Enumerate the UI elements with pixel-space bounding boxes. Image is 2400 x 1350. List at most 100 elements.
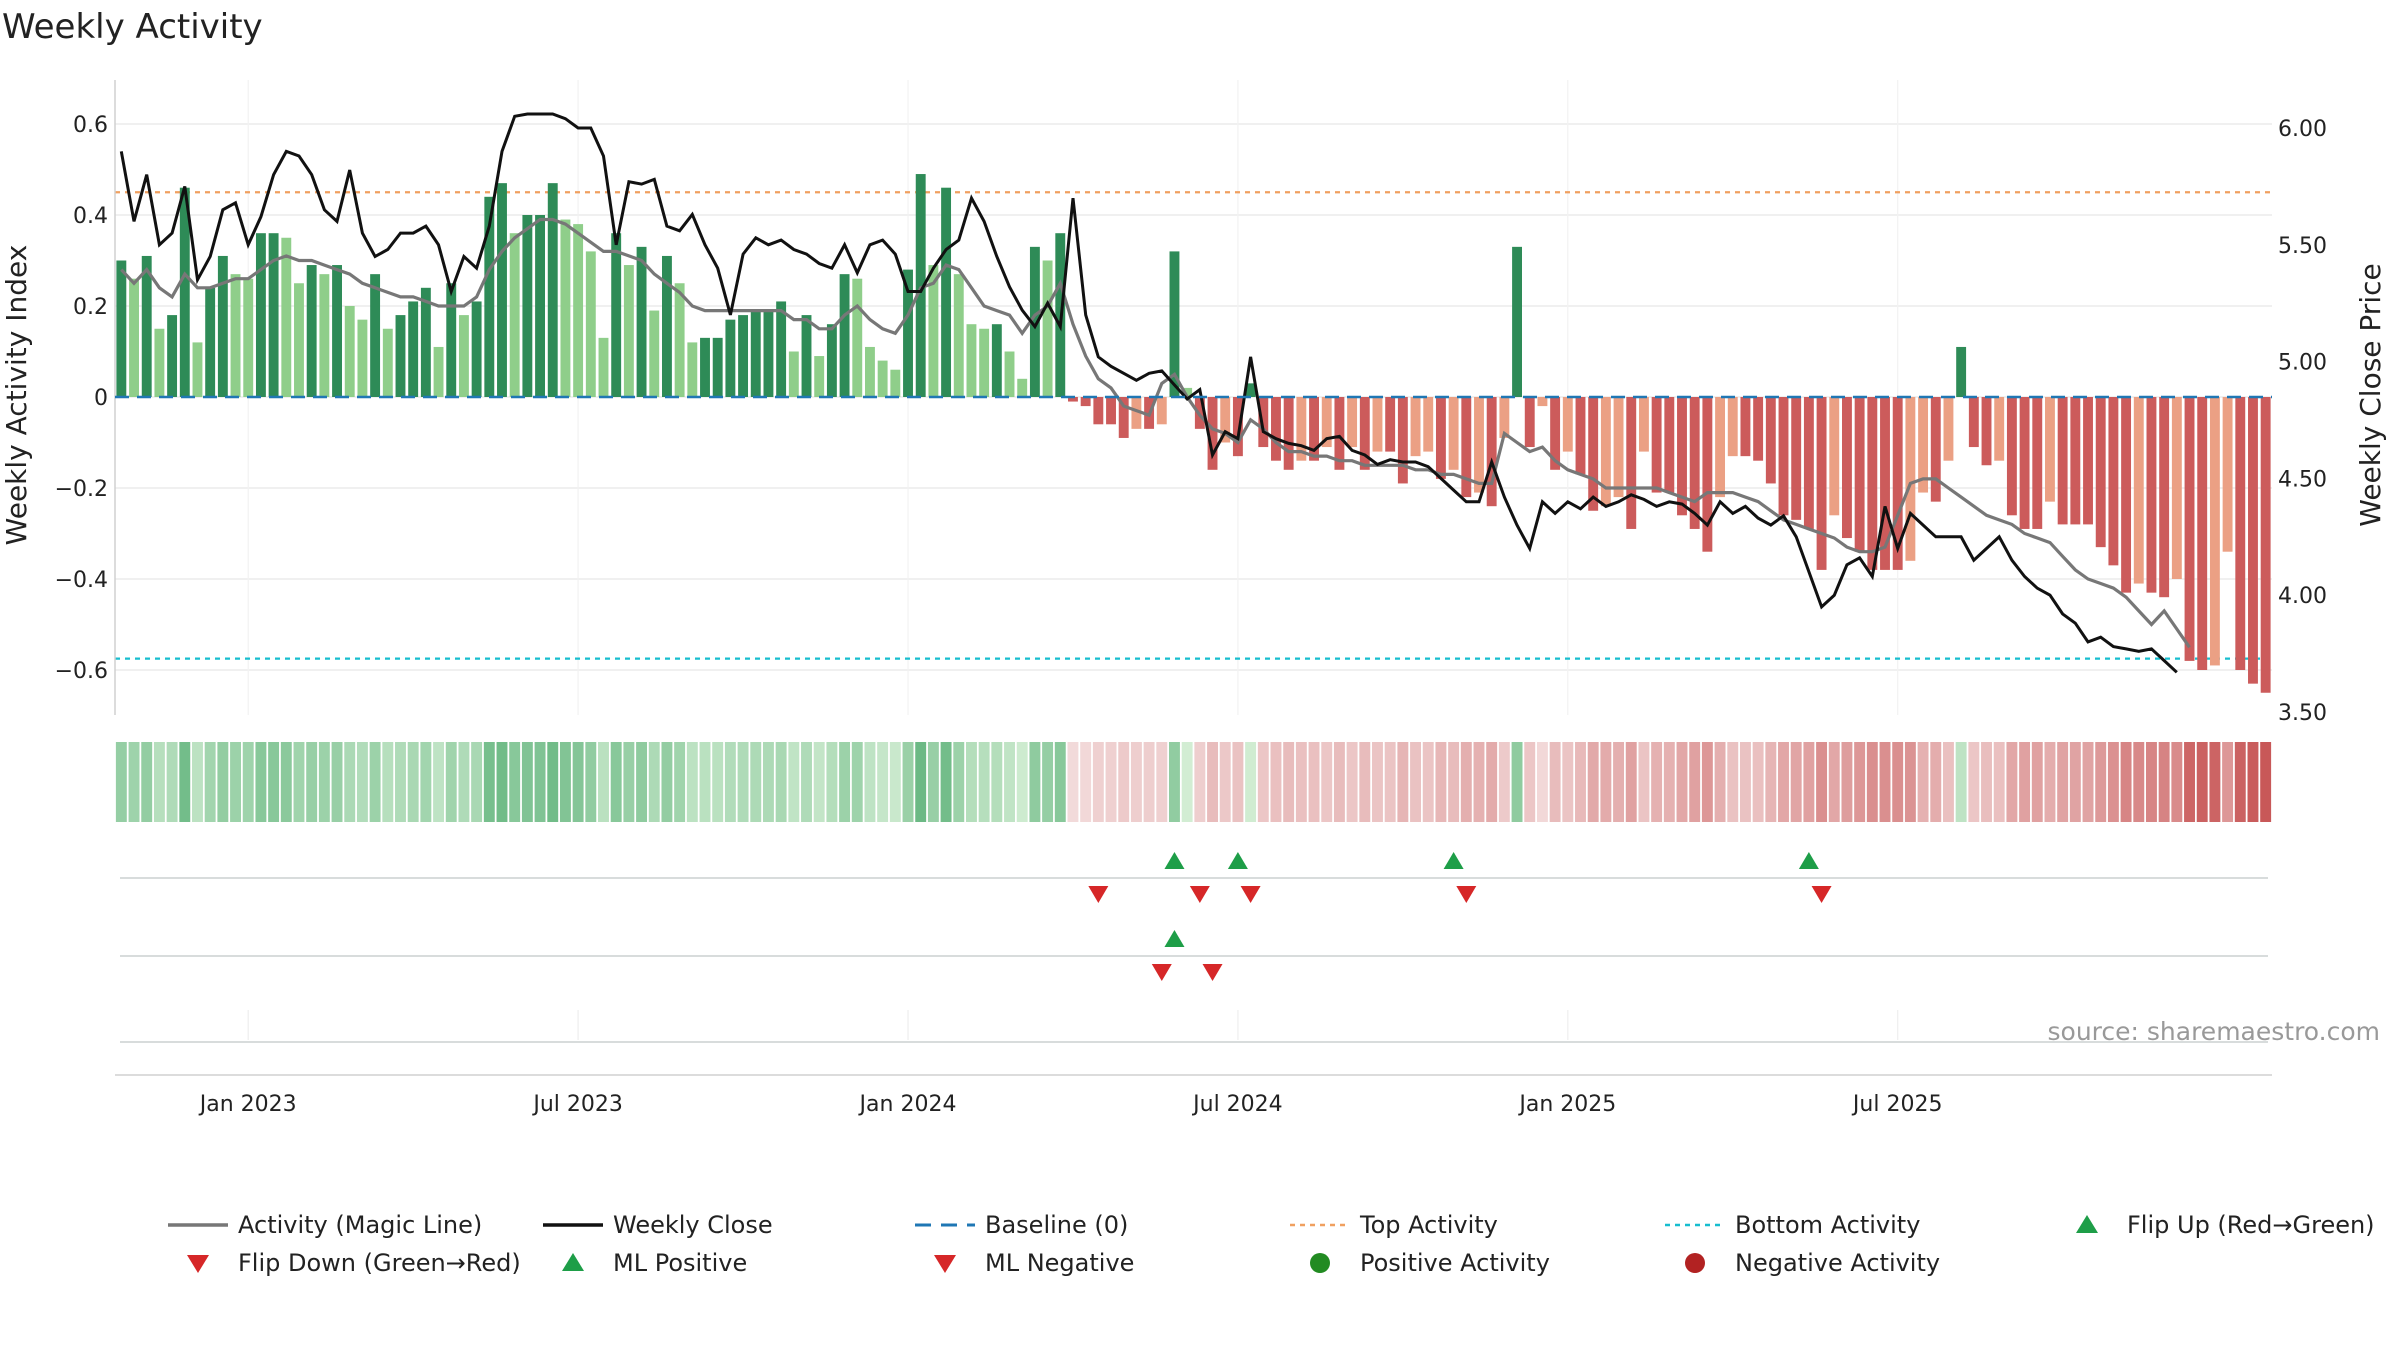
activity-bar xyxy=(2095,397,2106,548)
strip-cell xyxy=(2247,742,2259,822)
strip-cell xyxy=(128,742,140,822)
strip-cell xyxy=(483,742,495,822)
activity-bar xyxy=(433,346,444,397)
strip-cell xyxy=(839,742,851,822)
activity-bar xyxy=(1651,397,1662,493)
legend-label: Flip Down (Green→Red) xyxy=(238,1249,521,1277)
activity-bar xyxy=(788,351,799,397)
strip-cell xyxy=(1333,742,1345,822)
strip-cell xyxy=(1904,742,1916,822)
activity-bar xyxy=(268,233,279,397)
strip-cell xyxy=(915,742,927,822)
strip-cell xyxy=(153,742,165,822)
activity-bar xyxy=(1309,397,1319,461)
strip-cell xyxy=(1854,742,1866,822)
activity-bar xyxy=(839,274,850,397)
activity-bar xyxy=(1829,397,1840,516)
activity-bar xyxy=(1004,351,1015,397)
activity-bar xyxy=(953,274,964,397)
activity-bar xyxy=(2197,397,2208,670)
strip-cell xyxy=(1765,742,1777,822)
activity-bar xyxy=(167,315,178,397)
strip-cell xyxy=(1105,742,1117,822)
strip-cell xyxy=(572,742,584,822)
strip-cell xyxy=(2260,742,2272,822)
activity-bar xyxy=(484,196,495,397)
activity-bar xyxy=(1702,397,1713,552)
strip-cell xyxy=(344,742,356,822)
strip-cell xyxy=(458,742,470,822)
activity-bar xyxy=(1461,397,1472,498)
activity-bar xyxy=(1029,246,1040,397)
flip-up-marker xyxy=(1443,852,1464,869)
strip-cell xyxy=(1410,742,1421,822)
activity-bar xyxy=(1740,397,1751,457)
activity-bar xyxy=(332,265,342,397)
strip-cell xyxy=(1917,742,1929,822)
strip-cell xyxy=(1892,742,1904,822)
activity-bar xyxy=(408,301,419,397)
strip-cell xyxy=(1828,742,1840,822)
activity-bar xyxy=(1791,397,1802,520)
series-lines xyxy=(119,112,2191,674)
activity-bar xyxy=(458,315,469,397)
activity-bar xyxy=(1283,397,1294,470)
strip-cell xyxy=(889,742,901,822)
activity-bar xyxy=(1017,378,1028,397)
strip-cell xyxy=(1130,742,1142,822)
strip-cell xyxy=(1143,742,1155,822)
strip-cell xyxy=(1042,742,1054,822)
strip-cell xyxy=(1879,742,1891,822)
legend: Activity (Magic Line) Weekly Close Baselin… xyxy=(168,1211,2375,1277)
strip-cell xyxy=(1346,742,1358,822)
activity-bar xyxy=(1296,397,1307,461)
activity-bar xyxy=(1486,397,1497,507)
activity-bar xyxy=(1537,397,1548,407)
strip-cell xyxy=(1219,742,1231,822)
ml-positive-marker xyxy=(1164,930,1185,947)
activity-bar xyxy=(370,274,381,397)
strip-cell xyxy=(471,742,483,822)
activity-bar xyxy=(1182,387,1193,397)
activity-bar xyxy=(129,278,139,397)
strip-cell xyxy=(1372,742,1383,822)
strip-cell xyxy=(1181,742,1193,822)
strip-cell xyxy=(1981,742,1992,822)
activity-bar xyxy=(611,233,622,397)
y2-tick-label: 3.50 xyxy=(2278,701,2327,726)
strip-cell xyxy=(433,742,445,822)
activity-bar xyxy=(1435,397,1446,479)
strip-cell xyxy=(1638,742,1650,822)
activity-bar xyxy=(1258,397,1269,448)
activity-bar xyxy=(1943,397,1954,461)
flip-down-marker xyxy=(1811,886,1832,903)
y-tick-label: −0.6 xyxy=(55,659,108,684)
legend-swatch xyxy=(1310,1253,1330,1273)
strip-cell xyxy=(1625,742,1637,822)
strip-cell xyxy=(686,742,698,822)
activity-bar xyxy=(801,315,812,397)
strip-cell xyxy=(1955,742,1967,822)
activity-bar xyxy=(966,324,977,397)
activity-bar xyxy=(382,328,393,397)
activity-bar xyxy=(1905,397,1916,561)
y-tick-label: −0.2 xyxy=(55,477,108,502)
strip-cell xyxy=(1004,742,1015,822)
activity-bar xyxy=(2057,397,2068,525)
activity-bar xyxy=(877,360,888,397)
activity-bar xyxy=(1118,397,1129,438)
activity-bar xyxy=(2045,397,2055,502)
activity-bar xyxy=(1321,397,1332,448)
activity-bar xyxy=(522,215,533,397)
activity-bar xyxy=(1968,397,1979,448)
x-tick-label: Jan 2024 xyxy=(858,1092,957,1117)
strip-cell xyxy=(1613,742,1625,822)
strip-cell xyxy=(1651,742,1663,822)
activity-bar xyxy=(319,274,330,397)
strip-cell xyxy=(1600,742,1612,822)
activity-bar xyxy=(1689,397,1700,529)
activity-bar xyxy=(573,224,584,397)
strip-cell xyxy=(230,742,241,822)
strip-cell xyxy=(1067,742,1079,822)
strip-cell xyxy=(2120,742,2132,822)
